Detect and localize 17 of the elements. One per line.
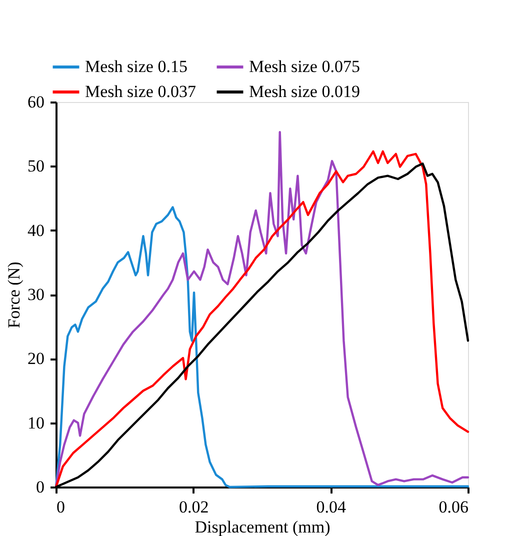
x-tick-label: 0.02 — [178, 498, 209, 516]
legend-label: Mesh size 0.075 — [249, 57, 360, 76]
x-tick-label: 0 — [56, 498, 65, 516]
legend-label: Mesh size 0.037 — [85, 82, 196, 101]
y-tick-label: 50 — [28, 156, 44, 176]
y-tick-label: 20 — [28, 349, 44, 368]
y-tick-label: 10 — [28, 413, 44, 432]
x-tick-label: 0.06 — [438, 498, 468, 516]
x-tick-label: 0.04 — [316, 498, 347, 516]
y-tick-label: 0 — [36, 478, 44, 496]
y-tick-label: 60 — [28, 92, 44, 112]
legend-label: Mesh size 0.019 — [249, 82, 360, 101]
y-axis-title: Force (N) — [4, 262, 24, 328]
legend-label: Mesh size 0.15 — [85, 57, 188, 76]
y-tick-label: 30 — [28, 285, 44, 304]
y-tick-label: 40 — [28, 220, 44, 240]
x-axis-title: Displacement (mm) — [194, 518, 330, 536]
